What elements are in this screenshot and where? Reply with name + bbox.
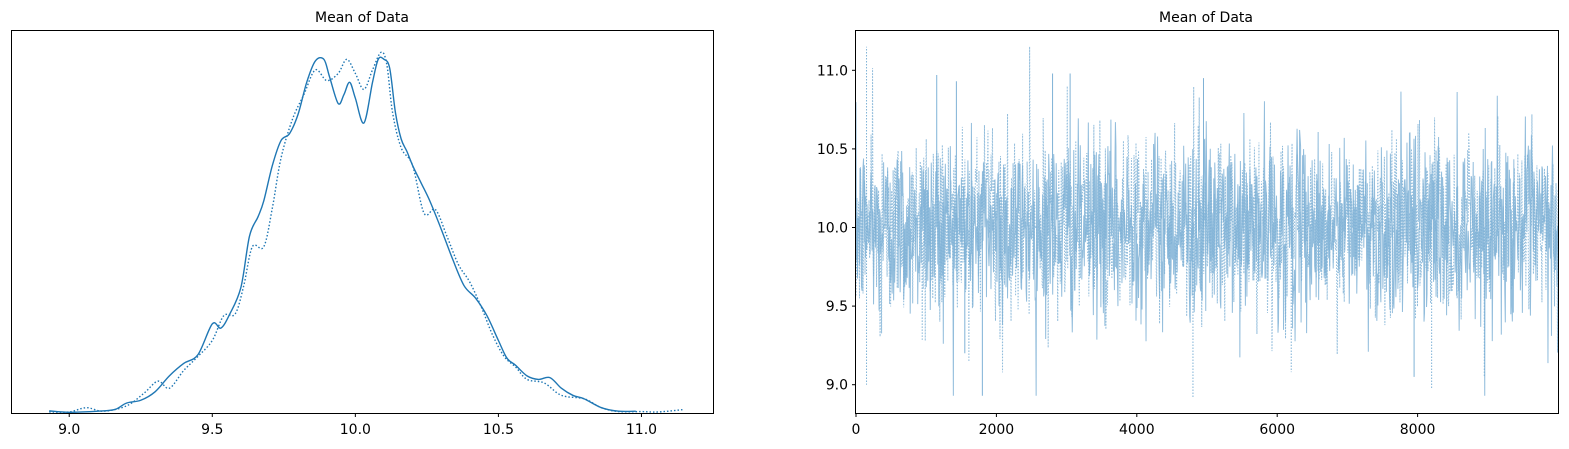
trace-axes-frame	[855, 30, 1559, 414]
density-line-solid	[49, 56, 636, 413]
trace-chart-title: Mean of Data	[1159, 10, 1253, 26]
trace-y-tick-label: 10.0	[817, 221, 848, 237]
trace-y-tick-label: 10.5	[817, 142, 848, 158]
trace-line-solid	[855, 91, 1559, 396]
density-x-tick-label: 9.5	[201, 422, 223, 438]
trace-line-dotted	[855, 46, 1559, 373]
trace-x-tick-label: 8000	[1400, 422, 1436, 438]
trace-y-tick-label: 11.0	[817, 63, 848, 79]
trace-x-tick-label: 4000	[1119, 422, 1155, 438]
density-axes-frame	[11, 30, 714, 414]
density-plot-area	[49, 51, 685, 413]
density-line-dotted	[49, 51, 685, 413]
trace-y-ticks: 9.0 9.5 10.0 10.5 11.0	[817, 63, 856, 394]
trace-x-tick-label: 0	[852, 422, 861, 438]
density-chart-title: Mean of Data	[315, 10, 409, 26]
trace-plot-area	[855, 46, 1559, 398]
trace-y-tick-label: 9.5	[826, 299, 848, 315]
trace-x-tick-label: 6000	[1259, 422, 1295, 438]
trace-panel: Mean of Data 0 2000 4000 6000 8000 9.0 9.5 10.…	[817, 10, 1559, 438]
density-x-tick-label: 10.0	[340, 422, 371, 438]
trace-x-ticks: 0 2000 4000 6000 8000	[852, 413, 1436, 438]
density-panel: Mean of Data 9.0 9.5 10.0 10.5 11.0	[11, 10, 714, 438]
trace-y-tick-label: 9.0	[826, 378, 848, 394]
trace-x-tick-label: 2000	[979, 422, 1015, 438]
density-x-ticks: 9.0 9.5 10.0 10.5 11.0	[58, 413, 657, 438]
density-x-tick-label: 9.0	[58, 422, 80, 438]
density-x-tick-label: 10.5	[483, 422, 514, 438]
density-x-tick-label: 11.0	[626, 422, 657, 438]
